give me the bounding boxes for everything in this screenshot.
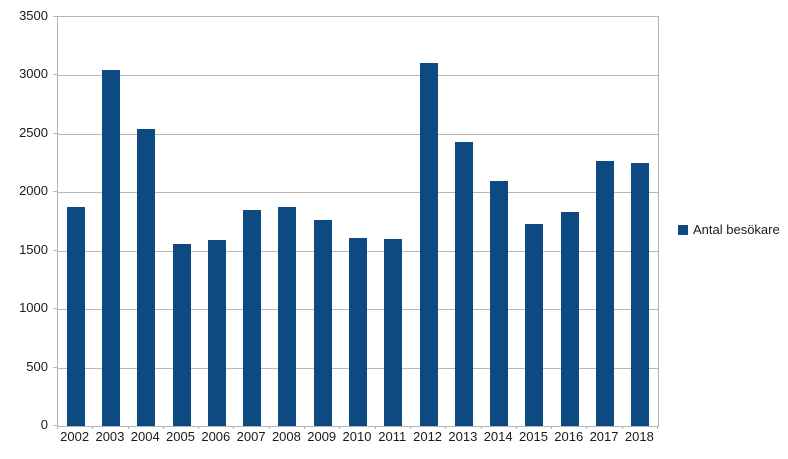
bar	[490, 180, 509, 426]
y-axis-tick	[53, 425, 57, 426]
y-tick-label: 0	[40, 417, 48, 432]
x-axis-tick	[233, 426, 235, 429]
x-tick-label: 2010	[342, 429, 372, 444]
bar	[66, 207, 85, 426]
x-tick-label: 2014	[483, 429, 513, 444]
x-tick-label: 2005	[166, 429, 195, 444]
y-tick-label: 3500	[19, 8, 48, 23]
x-tick-label: 2017	[589, 429, 619, 444]
x-axis-tick	[480, 426, 482, 429]
x-axis-tick	[198, 426, 200, 429]
bar	[172, 243, 191, 426]
x-tick-label: 2015	[519, 429, 548, 444]
x-tick-label: 2008	[271, 429, 301, 444]
y-tick-label: 3000	[19, 66, 48, 82]
gridline	[58, 192, 658, 194]
x-axis-tick	[304, 426, 306, 429]
legend-label: Antal besökare	[693, 222, 780, 237]
legend-swatch-icon	[678, 224, 688, 235]
y-axis-tick	[53, 16, 57, 17]
x-axis-tick	[586, 426, 588, 429]
bar	[419, 62, 438, 426]
y-tick-label: 1000	[19, 300, 48, 316]
x-axis-tick	[268, 426, 270, 429]
x-axis-tick	[551, 426, 553, 429]
y-tick-label: 2500	[19, 124, 48, 140]
bar	[525, 223, 544, 426]
x-axis-tick	[657, 426, 658, 429]
x-axis-tick	[92, 426, 94, 429]
bar	[631, 163, 650, 426]
bar	[137, 129, 156, 426]
y-tick-label: 1500	[19, 241, 48, 257]
bar	[454, 142, 473, 426]
bar	[384, 239, 403, 426]
x-tick-label: 2011	[378, 429, 407, 444]
x-axis-tick	[339, 426, 341, 429]
x-tick-label: 2016	[554, 429, 584, 444]
bar	[207, 240, 226, 426]
x-tick-label: 2004	[130, 429, 160, 444]
x-tick-label: 2018	[624, 429, 654, 444]
bar	[596, 160, 615, 426]
x-tick-label: 2012	[413, 429, 443, 444]
x-tick-label: 2007	[236, 429, 266, 444]
legend: Antal besökare	[678, 222, 780, 237]
x-tick-label: 2013	[448, 429, 478, 444]
y-tick-label: 500	[26, 358, 48, 374]
x-tick-label: 2009	[307, 429, 337, 444]
x-axis-tick	[621, 426, 623, 429]
gridline	[58, 75, 658, 77]
bar	[278, 207, 297, 426]
y-axis-tick	[53, 191, 57, 193]
bar	[560, 212, 579, 426]
x-axis-tick	[127, 426, 129, 429]
plot-area	[57, 16, 659, 427]
x-tick-label: 2003	[95, 429, 125, 444]
x-axis-tick	[515, 426, 517, 429]
x-axis-tick	[374, 426, 376, 429]
x-axis-tick	[445, 426, 447, 429]
x-axis-tick	[162, 426, 164, 429]
bar	[101, 69, 120, 426]
x-axis-tick	[409, 426, 411, 429]
bar	[349, 237, 367, 426]
gridline	[58, 133, 658, 135]
x-axis-tick	[57, 426, 58, 429]
x-tick-label: 2006	[201, 429, 231, 444]
y-tick-label: 2000	[19, 183, 48, 199]
y-axis-tick	[53, 366, 57, 368]
y-axis-tick	[53, 249, 57, 251]
bar	[313, 220, 332, 426]
x-tick-label: 2002	[60, 429, 90, 444]
y-axis-tick	[53, 132, 57, 134]
y-axis-tick	[53, 74, 57, 76]
bar	[243, 209, 262, 426]
y-axis-tick	[53, 308, 57, 310]
